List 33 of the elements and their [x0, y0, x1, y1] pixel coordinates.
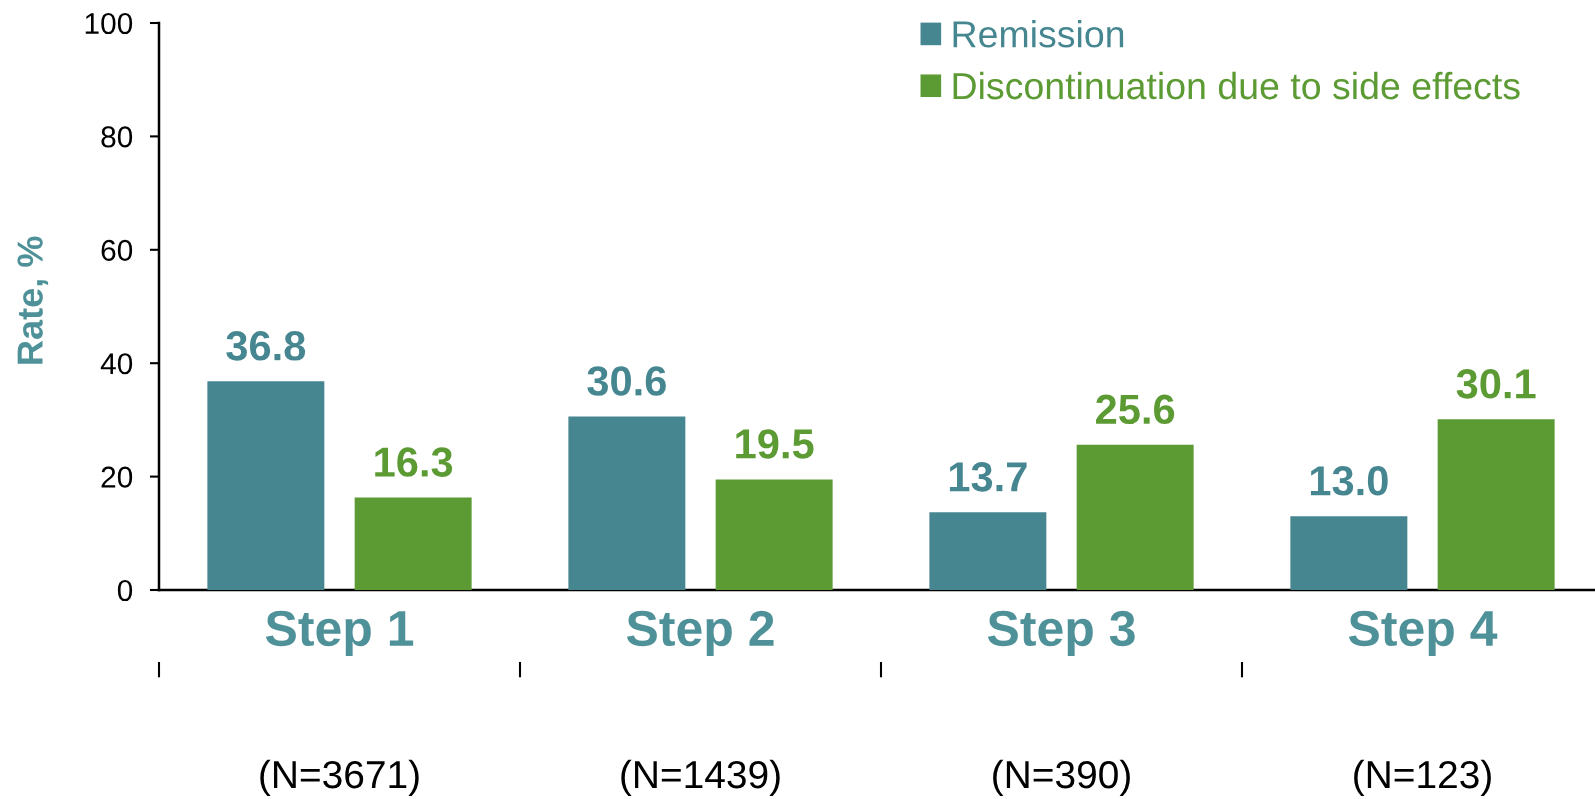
y-tick-label: 40: [100, 353, 133, 375]
legend-label: Remission: [953, 20, 1124, 48]
y-tick-label: 80: [101, 126, 133, 148]
y-tick-label: 60: [101, 239, 133, 261]
y-axis-title: Rate, %: [17, 236, 49, 364]
data-label: 25.6: [1096, 394, 1175, 425]
text: (N=1439): [621, 759, 780, 797]
bar: [1437, 419, 1555, 590]
data-label: 13.0: [1310, 466, 1388, 496]
bar: [354, 497, 472, 590]
data-label: 30.1: [1456, 369, 1536, 399]
data-label: 16.3: [375, 447, 453, 477]
data-label: 36.8: [226, 331, 306, 361]
y-tick-label: 100: [85, 12, 133, 35]
bar: [207, 381, 325, 590]
bar: [1290, 516, 1408, 590]
x-tick-label: Step 3: [987, 610, 1135, 657]
y-tick-label: 20: [101, 466, 133, 488]
x-tick-label: Step 4: [1348, 610, 1498, 657]
bar: [1076, 444, 1194, 590]
x-tick-label: Step 2: [626, 610, 774, 657]
bar: [929, 512, 1047, 590]
data-label: 30.6: [587, 366, 666, 396]
text: (N=3671): [260, 759, 419, 797]
bar: [568, 416, 686, 590]
bar: [715, 479, 833, 590]
legend-label: Discontinuation due to side effects: [953, 71, 1520, 100]
text: (N=390): [993, 759, 1130, 797]
text: (N=123): [1354, 759, 1491, 797]
y-tick-label: 0: [117, 579, 133, 602]
data-label: 19.5: [736, 429, 814, 459]
x-tick-label: Step 1: [265, 610, 414, 657]
data-label: 13.7: [949, 462, 1027, 492]
